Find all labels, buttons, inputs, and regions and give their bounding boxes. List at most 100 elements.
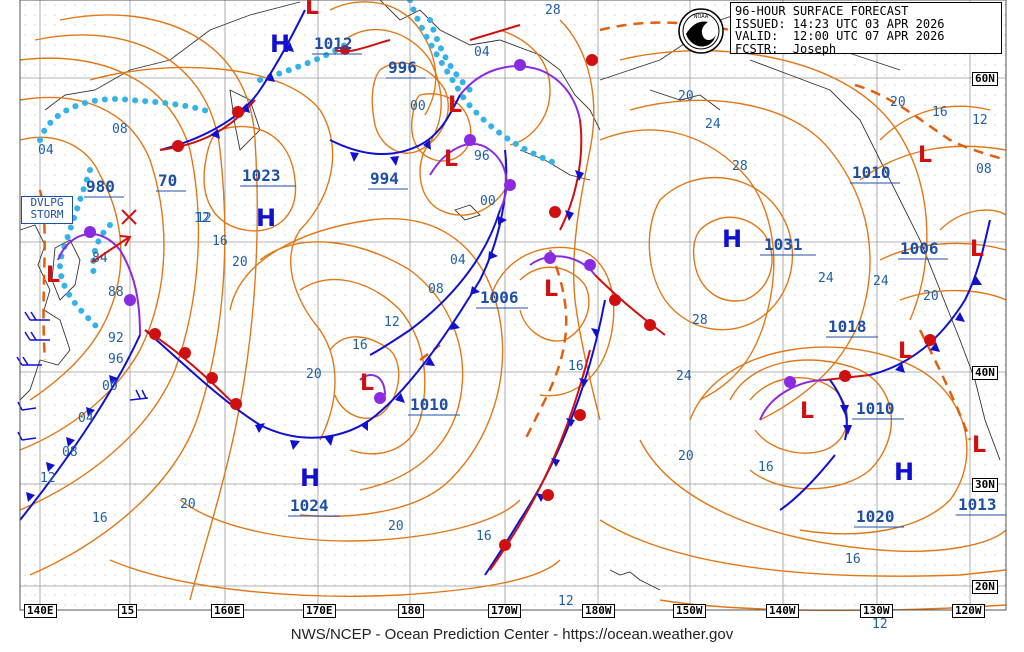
low-pressure-symbol: L <box>305 0 319 20</box>
isobar-label: 28 <box>692 313 708 328</box>
pressure-label: 1006 <box>900 239 939 258</box>
isobar-label: 08 <box>112 122 128 137</box>
cold-front <box>559 119 583 231</box>
occluded-front <box>759 379 826 421</box>
lat-label: 20N <box>972 580 998 594</box>
issued-line: ISSUED: 14:23 UTC 03 APR 2026 <box>735 16 997 31</box>
cold-front <box>779 454 836 511</box>
pressure-label: 1006 <box>480 288 519 307</box>
forecast-info-box: 96-HOUR SURFACE FORECAST ISSUED: 14:23 U… <box>730 2 1002 56</box>
pressure-label: 1012 <box>314 34 353 53</box>
isobar-label: 92 <box>108 331 124 346</box>
isobar-label: 12 <box>384 315 400 330</box>
low-pressure-symbol: L <box>360 371 374 396</box>
isobar-label: 00 <box>102 379 118 394</box>
isobar-label: 16 <box>932 105 948 120</box>
wind-barbs <box>16 311 149 441</box>
issued-label: ISSUED: <box>735 16 786 31</box>
warm-front <box>469 24 521 41</box>
low-pressure-symbol: L <box>444 147 458 172</box>
valid-label: VALID: <box>735 29 779 43</box>
lat-label: 60N <box>972 72 998 86</box>
isobar-label: 16 <box>352 338 368 353</box>
warm-front <box>594 274 666 336</box>
isobar-label: 12 <box>558 594 574 609</box>
pressure-label: 1010 <box>410 395 449 414</box>
forecast-title: 96-HOUR SURFACE FORECAST <box>735 4 909 18</box>
low-pressure-symbol: L <box>448 93 462 118</box>
lon-label: 160E <box>211 604 244 618</box>
fcstr-value: Joseph <box>792 41 837 56</box>
high-pressure-symbol: H <box>722 225 742 253</box>
isobar-label: 20 <box>306 367 322 382</box>
lon-label: 140E <box>24 604 57 618</box>
lon-label: 150W <box>673 604 706 618</box>
lat-label: 40N <box>972 366 998 380</box>
high-pressure-symbol: H <box>300 464 320 492</box>
pressure-label: 1010 <box>852 163 891 182</box>
isobar-label: 96 <box>108 352 124 367</box>
isobar-label: 16 <box>568 359 584 374</box>
isobar-label: 16 <box>476 529 492 544</box>
footer-credit: NWS/NCEP - Ocean Prediction Center - htt… <box>290 626 734 643</box>
isobar-label: 20 <box>890 95 906 110</box>
cold-front <box>369 209 501 356</box>
isobar-label: 12 <box>40 471 56 486</box>
developing-storm-label: DVLPG STORM <box>21 196 73 224</box>
noaa-logo-text: NOAA <box>694 14 709 20</box>
isobar-label: 16 <box>92 511 108 526</box>
isobar-label: 88 <box>108 285 124 300</box>
isobar-label: 04 <box>38 143 54 158</box>
pressure-label: 1010 <box>856 399 895 418</box>
lon-label: 180W <box>582 604 615 618</box>
isobar-label: 24 <box>818 271 834 286</box>
low-pressure-symbol: L <box>898 339 912 364</box>
lat-lon-grid <box>20 0 1006 610</box>
low-pressure-symbol: L <box>800 399 814 424</box>
lon-label: 170E <box>303 604 336 618</box>
lon-label: 130W <box>860 604 893 618</box>
low-pressure-symbol: L <box>46 263 60 288</box>
isobar-label: 96 <box>474 149 490 164</box>
cold-front <box>19 334 141 521</box>
storm-track <box>91 209 137 263</box>
high-pressure-symbol: H <box>256 204 276 232</box>
storm-label-line1: DVLPG <box>30 196 64 209</box>
isobar-label: 04 <box>474 45 490 60</box>
isobar-label: 00 <box>410 99 426 114</box>
pressure-label: 994 <box>370 169 399 188</box>
valid-line: VALID: 12:00 UTC 07 APR 2026 <box>735 30 997 43</box>
isobar-label: 00 <box>480 194 496 209</box>
isobar-label: 24 <box>705 117 721 132</box>
lon-label: 140W <box>766 604 799 618</box>
high-pressure-symbol: H <box>894 458 914 486</box>
occluded-front <box>459 65 581 121</box>
isobar-label: 20 <box>388 519 404 534</box>
low-pressure-symbol: L <box>544 277 558 302</box>
lon-label: 15 <box>118 604 138 618</box>
occluded-front <box>359 374 386 396</box>
pressure-label: 1013 <box>958 495 997 514</box>
isobar-label: 12 <box>194 211 210 226</box>
pressure-label: 1031 <box>764 235 803 254</box>
warm-front <box>334 39 391 53</box>
cold-front <box>144 149 508 439</box>
isobar-label: 12 <box>196 211 212 226</box>
isobar-label: 20 <box>180 497 196 512</box>
cold-front <box>159 9 306 151</box>
storm-label-line2: STORM <box>30 208 64 221</box>
isobar-label: 08 <box>976 162 992 177</box>
front-symbols <box>26 42 982 551</box>
isobar-labels: 08 04 04 00 96 00 04 08 12 16 20 20 20 1… <box>38 3 992 632</box>
cold-front <box>329 94 461 156</box>
isobar-label: 24 <box>873 274 889 289</box>
pressure-label: 1023 <box>242 166 281 185</box>
low-pressure-symbol: L <box>970 237 984 262</box>
fcstr-label: FCSTR: <box>735 41 779 56</box>
isobar-label: 20 <box>232 255 248 270</box>
low-pressure-symbol: L <box>972 433 986 458</box>
isobar-label: 20 <box>923 289 939 304</box>
isobar-label: 04 <box>450 253 466 268</box>
isobar-label: 08 <box>62 445 78 460</box>
